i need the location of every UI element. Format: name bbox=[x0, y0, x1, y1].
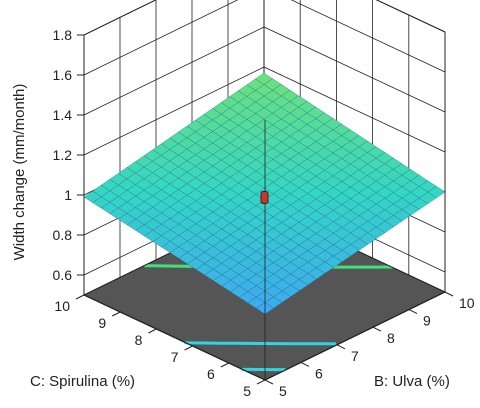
y-tick-mark bbox=[75, 294, 85, 300]
x-tick-label: 10 bbox=[459, 295, 475, 311]
tick-labels: 0.6 0.8 1 1.2 1.4 1.6 1.8 5 6 7 8 9 10 5 6 7 8 9 10 bbox=[53, 27, 475, 399]
x-tick-label: 8 bbox=[387, 330, 395, 346]
z-tick-label: 1.6 bbox=[53, 67, 73, 83]
x-tick-mark bbox=[336, 344, 346, 350]
z-tick-label: 0.6 bbox=[53, 267, 73, 283]
y-tick-mark bbox=[148, 328, 157, 334]
z-axis-title: Width change (mm/month) bbox=[11, 84, 28, 261]
x-tick-mark bbox=[264, 379, 274, 385]
design-point-marker bbox=[260, 191, 269, 204]
y-tick-label: 10 bbox=[54, 298, 70, 314]
y-axis-title: C: Spirulina (%) bbox=[30, 373, 135, 390]
y-tick-mark bbox=[111, 311, 121, 317]
z-tick-label: 1.2 bbox=[53, 147, 73, 163]
y-tick-label: 6 bbox=[207, 366, 215, 382]
x-tick-mark bbox=[300, 361, 310, 367]
y-tick-mark bbox=[184, 345, 193, 351]
z-tick-label: 1.4 bbox=[53, 107, 73, 123]
y-tick-label: 7 bbox=[171, 349, 179, 365]
y-tick-mark bbox=[256, 379, 266, 385]
x-tick-mark bbox=[372, 326, 382, 332]
response-surface bbox=[83, 72, 446, 315]
y-tick-label: 9 bbox=[98, 315, 106, 331]
x-tick-mark bbox=[444, 291, 454, 297]
front-edges bbox=[75, 32, 454, 385]
z-tick-label: 0.8 bbox=[53, 227, 73, 243]
x-tick-label: 7 bbox=[351, 348, 359, 364]
z-tick-label: 1 bbox=[64, 187, 72, 203]
x-axis-title: B: Ulva (%) bbox=[374, 373, 450, 390]
contour-line bbox=[184, 341, 337, 346]
y-tick-label: 8 bbox=[135, 332, 143, 348]
y-tick-mark bbox=[220, 362, 230, 368]
x-tick-mark bbox=[408, 309, 418, 315]
x-tick-label: 5 bbox=[279, 383, 287, 399]
z-tick-label: 1.8 bbox=[53, 27, 73, 43]
z-gridline bbox=[83, 0, 446, 36]
x-tick-label: 6 bbox=[315, 365, 323, 381]
z-gridline bbox=[83, 0, 446, 76]
y-tick-label: 5 bbox=[243, 383, 251, 399]
design-point bbox=[260, 191, 269, 204]
x-tick-label: 9 bbox=[423, 313, 431, 329]
